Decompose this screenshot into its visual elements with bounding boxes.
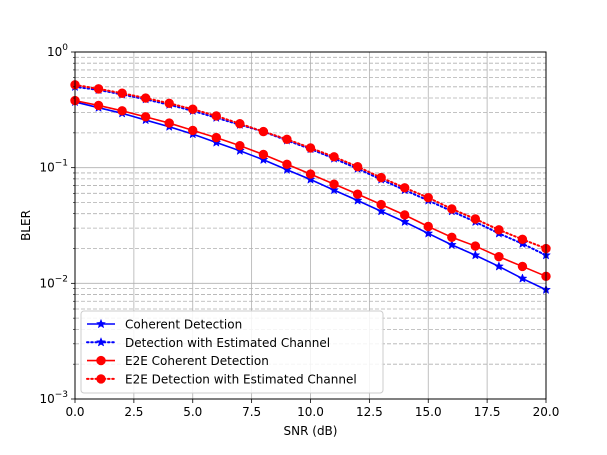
data-point xyxy=(494,225,504,235)
legend-label: Detection with Estimated Channel xyxy=(125,336,330,350)
data-point xyxy=(188,125,198,136)
data-point xyxy=(140,93,151,103)
data-point xyxy=(164,118,174,128)
x-tick-label: 10.0 xyxy=(297,405,324,419)
data-point xyxy=(376,205,387,216)
data-point xyxy=(470,214,481,224)
data-point xyxy=(305,143,316,153)
data-point xyxy=(282,134,292,144)
series-2 xyxy=(70,95,551,282)
axis-ticks xyxy=(71,51,547,403)
data-point xyxy=(258,126,269,137)
x-tick-label: 7.5 xyxy=(242,405,261,419)
data-point xyxy=(235,140,245,151)
data-point xyxy=(493,261,504,271)
data-point xyxy=(329,179,339,189)
data-point xyxy=(188,104,198,114)
data-point xyxy=(517,261,528,272)
y-tick-label: 100 xyxy=(47,43,68,59)
x-tick-label: 0.0 xyxy=(65,405,84,419)
x-tick-label: 12.5 xyxy=(356,405,383,419)
data-point xyxy=(164,98,174,109)
data-point xyxy=(400,183,410,193)
data-point xyxy=(305,169,316,179)
data-point xyxy=(376,172,386,183)
data-point xyxy=(494,251,504,262)
data-point xyxy=(282,159,292,169)
legend-marker xyxy=(95,337,107,347)
x-tick-labels: 0.0 2.5 5.0 7.5 10.0 12.5 15.0 17.5 20.0 xyxy=(65,405,559,419)
legend-item: Detection with Estimated Channel xyxy=(86,336,330,350)
x-tick-label: 5.0 xyxy=(183,405,202,419)
legend-label: Coherent Detection xyxy=(125,318,242,332)
data-point xyxy=(447,232,457,243)
data-point xyxy=(140,112,151,122)
data-point xyxy=(117,88,127,98)
legend-marker xyxy=(96,355,106,366)
data-point xyxy=(281,164,292,174)
data-point xyxy=(352,161,363,172)
data-point xyxy=(423,228,434,238)
series-layer xyxy=(69,80,552,295)
data-point xyxy=(352,195,363,205)
data-point xyxy=(258,154,269,165)
data-point xyxy=(117,106,127,116)
data-point xyxy=(376,199,386,210)
y-tick-label: 10−2 xyxy=(39,274,68,290)
data-point xyxy=(93,84,104,94)
data-point xyxy=(93,100,104,111)
data-point xyxy=(329,184,340,195)
data-point xyxy=(329,152,339,162)
data-point xyxy=(423,221,433,232)
legend-box xyxy=(80,310,384,394)
data-point xyxy=(235,118,245,129)
y-tick-labels: 10−3 10−2 10−1 100 xyxy=(39,43,68,406)
legend-label: E2E Coherent Detection xyxy=(125,354,269,368)
data-point xyxy=(305,174,316,184)
data-point xyxy=(470,241,481,251)
data-point xyxy=(352,189,363,199)
legend-marker xyxy=(95,318,107,329)
series-3 xyxy=(70,80,551,254)
data-point xyxy=(211,111,222,121)
data-point xyxy=(423,192,433,203)
data-point xyxy=(399,216,410,227)
x-axis-label: SNR (dB) xyxy=(284,424,338,438)
y-tick-label: 10−1 xyxy=(39,159,68,175)
legend-label: E2E Detection with Estimated Channel xyxy=(125,372,357,386)
data-point xyxy=(517,234,528,245)
y-axis-label: BLER xyxy=(19,210,33,241)
data-point xyxy=(400,210,410,220)
legend-item: E2E Coherent Detection xyxy=(87,354,269,368)
data-point xyxy=(258,149,269,160)
x-tick-label: 20.0 xyxy=(533,405,560,419)
legend-marker xyxy=(96,374,106,384)
x-tick-label: 17.5 xyxy=(474,405,501,419)
legend-item: Coherent Detection xyxy=(87,318,242,332)
legend-item: E2E Detection with Estimated Channel xyxy=(86,372,357,386)
legend: Coherent Detection Detection with Estimat… xyxy=(80,310,384,394)
data-point xyxy=(211,132,222,143)
data-point xyxy=(517,273,528,283)
data-point xyxy=(470,249,481,260)
x-tick-label: 15.0 xyxy=(415,405,442,419)
x-tick-label: 2.5 xyxy=(124,405,143,419)
data-point xyxy=(446,239,457,250)
data-point xyxy=(447,204,457,214)
y-tick-label: 10−3 xyxy=(39,390,68,406)
